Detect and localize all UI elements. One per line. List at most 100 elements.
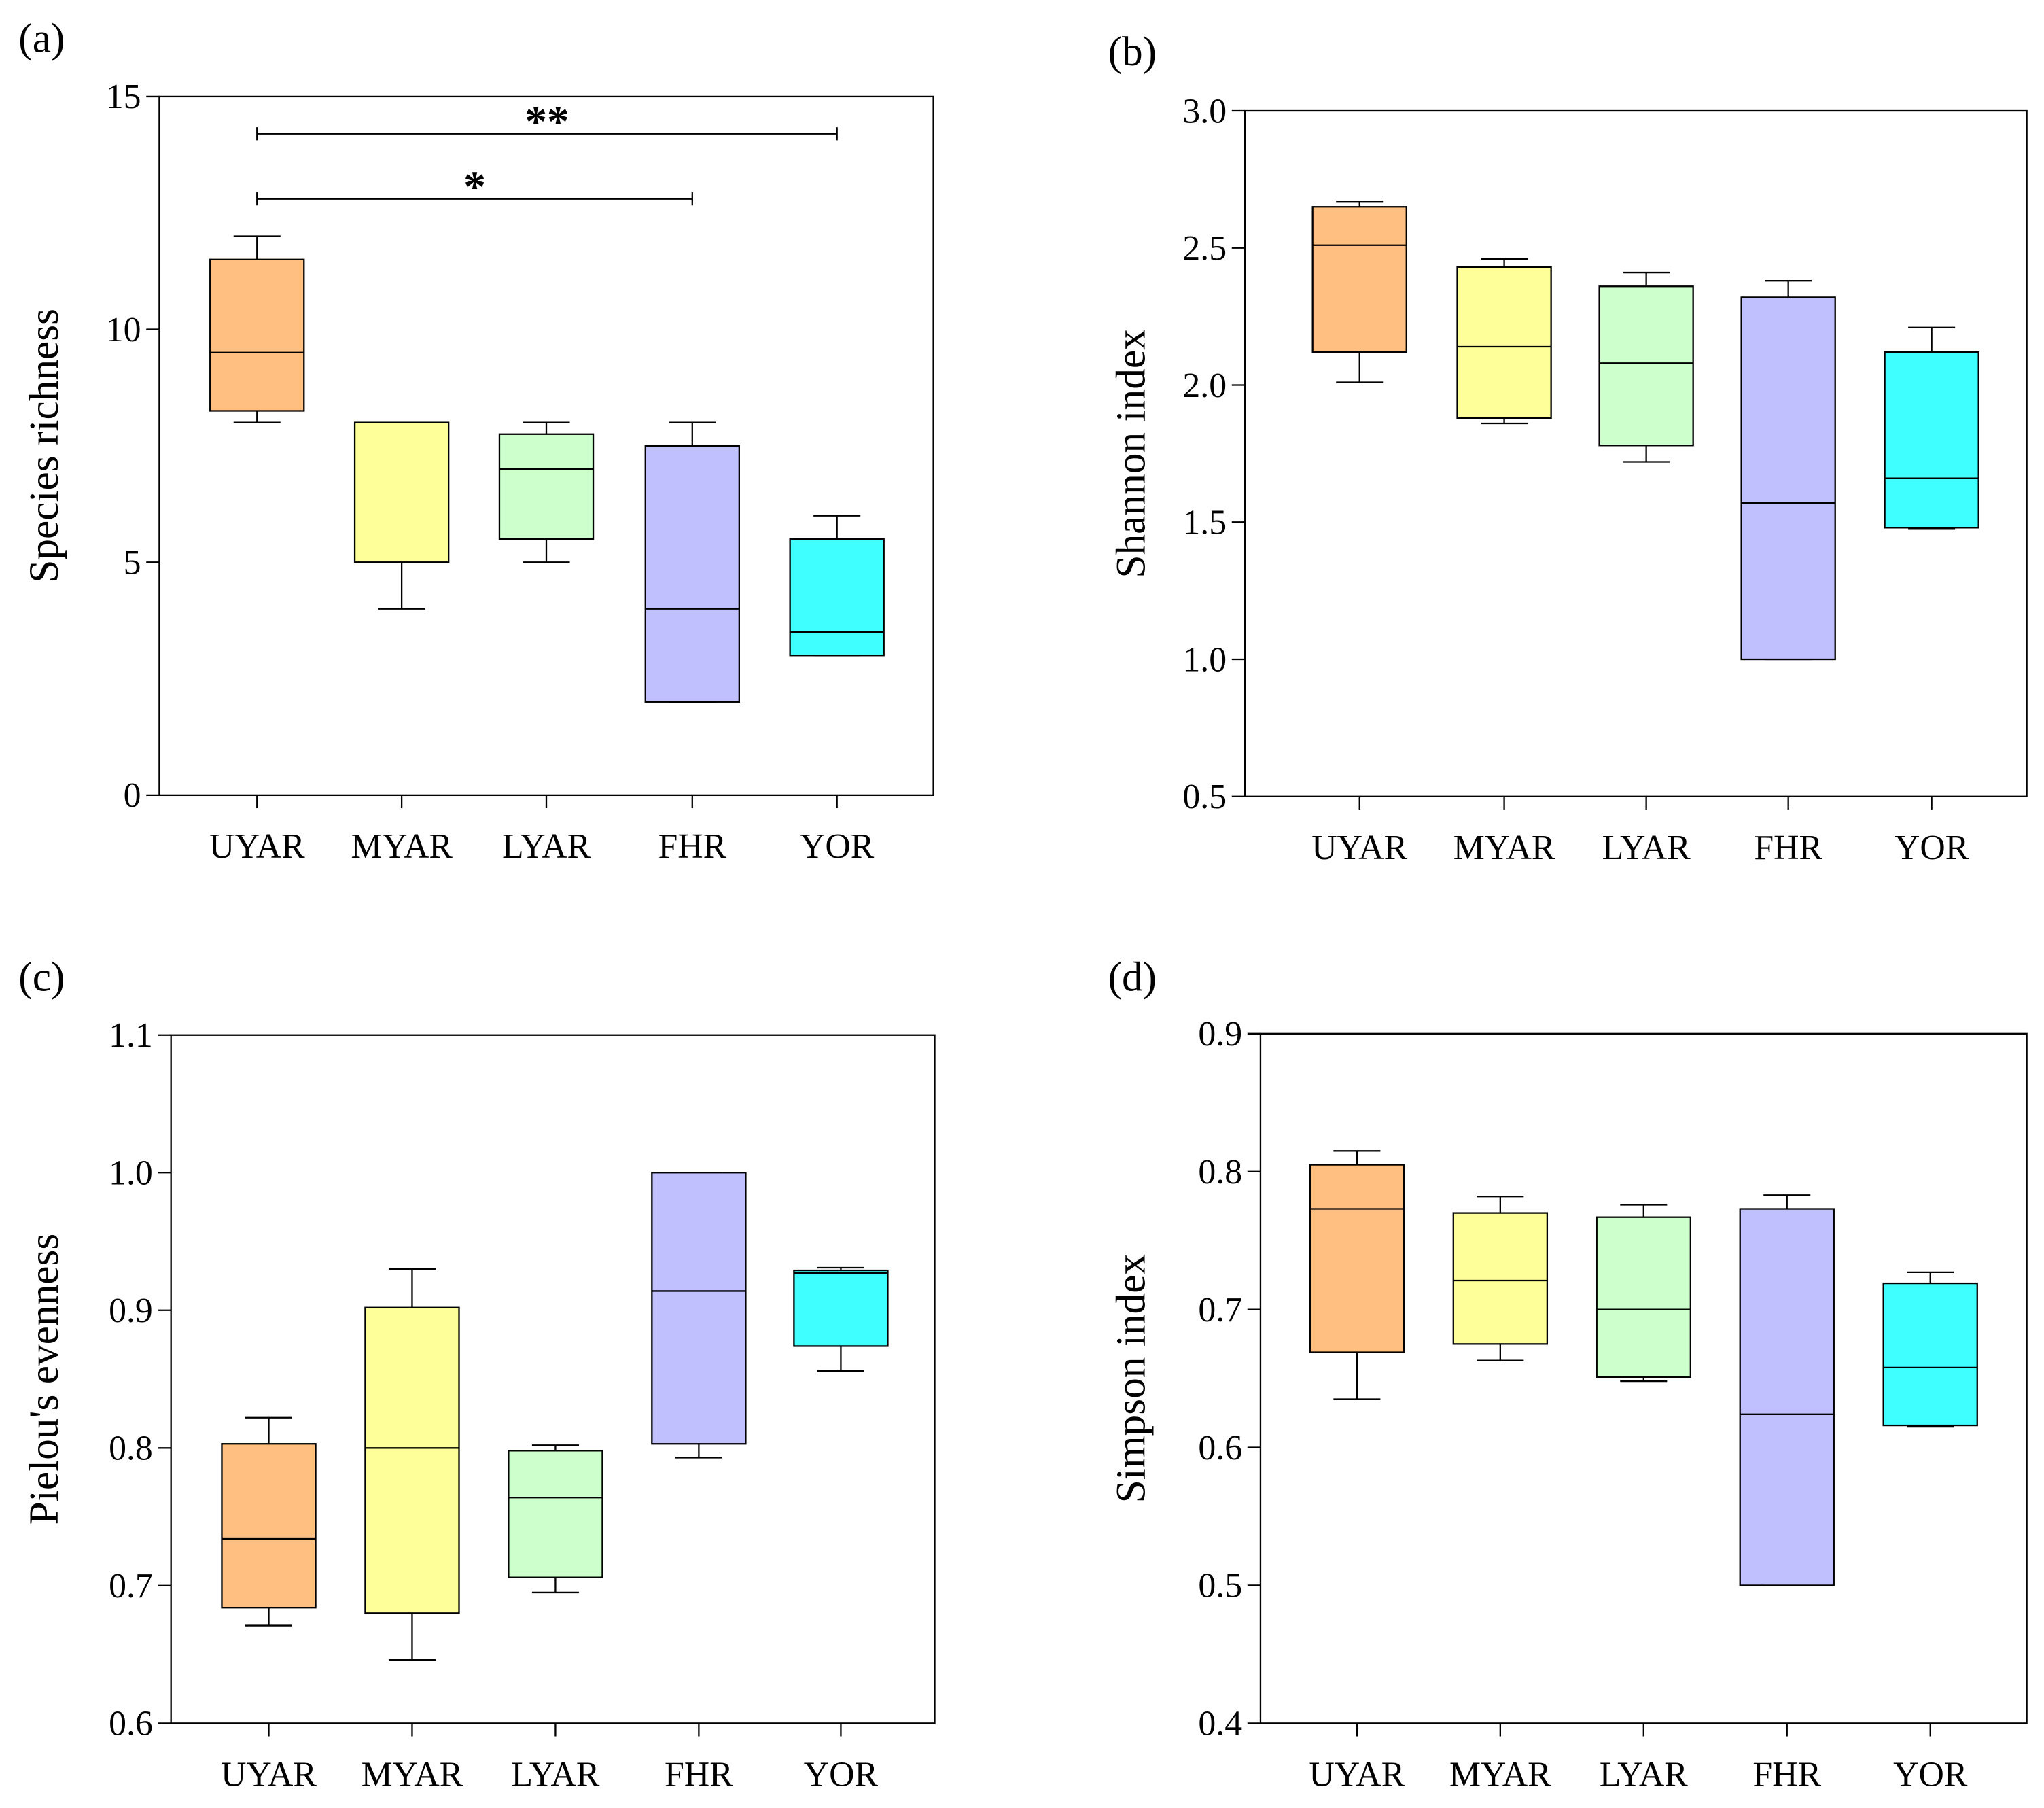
x-tick-label: UYAR — [209, 827, 305, 866]
iqr-box — [353, 421, 450, 563]
plot-frame — [1244, 109, 2028, 797]
box-uyar — [1309, 1150, 1405, 1400]
x-tick-label: UYAR — [1309, 1755, 1405, 1794]
y-tick-label: 2.5 — [1182, 229, 1227, 268]
x-tick-label: UYAR — [1311, 829, 1407, 867]
panel-b: (b) Shannon index 0.5 1.0 1.5 2.0 2.5 3.0 UYAR MY… — [1108, 29, 2028, 867]
iqr-box — [221, 1443, 317, 1609]
y-tick-label: 0 — [124, 776, 141, 815]
x-tick-label: MYAR — [1449, 1755, 1551, 1794]
box-fhr — [1739, 1194, 1835, 1586]
x-tick-label: YOR — [800, 827, 875, 866]
box-fhr — [651, 1172, 747, 1459]
x-tick-label: FHR — [1752, 1755, 1821, 1794]
panel-d: (d) Simpson index 0.4 0.5 0.6 0.7 0.8 0.9 UYAR MY… — [1108, 954, 2028, 1794]
y-axis-label: Pielou's evenness — [21, 1234, 67, 1525]
x-tick-label: YOR — [1893, 1755, 1968, 1794]
iqr-box — [644, 445, 740, 703]
box-yor — [793, 1266, 889, 1372]
iqr-box — [793, 1269, 889, 1347]
panel-label: (a) — [18, 16, 65, 62]
box-uyar — [1311, 201, 1407, 383]
x-tick-label: UYAR — [221, 1755, 317, 1794]
y-tick-label: 0.8 — [1198, 1153, 1242, 1192]
box-myar — [1456, 258, 1552, 425]
y-tick-label: 5 — [124, 543, 141, 582]
x-tick-label: LYAR — [1602, 829, 1691, 867]
significance-bracket: ** — [256, 98, 838, 147]
y-tick-label: 0.7 — [109, 1567, 153, 1605]
box-fhr — [644, 421, 740, 703]
iqr-box — [1309, 1164, 1405, 1353]
y-tick-label: 0.8 — [109, 1429, 153, 1468]
y-tick-label: 3.0 — [1182, 92, 1227, 131]
iqr-box — [1598, 285, 1694, 447]
x-tick-label: LYAR — [502, 827, 591, 866]
panel-label: (c) — [18, 954, 65, 1001]
y-tick-label: 15 — [106, 77, 141, 116]
y-tick-label: 1.0 — [1182, 640, 1227, 679]
x-tick-label: LYAR — [511, 1755, 599, 1794]
box-yor — [1882, 1271, 1978, 1428]
x-tick-label: MYAR — [1453, 829, 1555, 867]
box-uyar — [209, 235, 305, 423]
box-lyar — [1598, 271, 1694, 463]
iqr-box — [1740, 296, 1836, 661]
y-tick-label: 10 — [106, 311, 141, 349]
iqr-box — [364, 1306, 460, 1614]
iqr-box — [1456, 266, 1552, 419]
box-fhr — [1740, 280, 1836, 661]
iqr-box — [1739, 1208, 1835, 1586]
iqr-box — [651, 1172, 747, 1445]
y-tick-label: 0.6 — [109, 1705, 153, 1743]
y-axis-label: Simpson index — [1108, 1254, 1154, 1503]
y-tick-label: 1.5 — [1182, 504, 1227, 542]
iqr-box — [789, 538, 885, 657]
panel-label: (b) — [1108, 29, 1157, 75]
x-tick-label: YOR — [804, 1755, 879, 1794]
y-tick-label: 2.0 — [1182, 366, 1227, 405]
iqr-box — [1884, 351, 1979, 529]
x-tick-label: FHR — [658, 827, 726, 866]
significance-bracket: * — [256, 163, 693, 212]
box-lyar — [498, 421, 595, 563]
y-tick-label: 0.5 — [1198, 1567, 1242, 1605]
iqr-box — [508, 1450, 603, 1578]
iqr-box — [209, 258, 305, 412]
box-lyar — [1596, 1204, 1691, 1383]
y-axis-label: Species richness — [21, 309, 67, 583]
significance-label: * — [463, 163, 486, 212]
x-tick-label: LYAR — [1600, 1755, 1688, 1794]
iqr-box — [498, 433, 595, 540]
y-tick-label: 0.6 — [1198, 1429, 1242, 1467]
iqr-box — [1311, 206, 1407, 353]
box-yor — [1884, 326, 1979, 530]
iqr-box — [1882, 1282, 1978, 1427]
panel-a: (a) Species richness 0 5 10 15 UYAR MYAR LYAR FHR… — [18, 16, 934, 866]
box-yor — [789, 515, 885, 657]
box-uyar — [221, 1416, 317, 1627]
box-myar — [364, 1268, 460, 1661]
panel-label: (d) — [1108, 954, 1157, 1001]
y-tick-label: 0.4 — [1198, 1705, 1242, 1743]
box-myar — [353, 421, 450, 610]
y-axis-label: Shannon index — [1108, 329, 1154, 578]
y-tick-label: 1.0 — [109, 1154, 153, 1193]
box-myar — [1452, 1196, 1549, 1361]
y-tick-label: 0.9 — [1198, 1015, 1242, 1054]
x-tick-label: FHR — [1754, 829, 1822, 867]
iqr-box — [1596, 1216, 1691, 1378]
y-tick-label: 0.5 — [1182, 778, 1227, 816]
significance-label: ** — [525, 98, 569, 147]
iqr-box — [1452, 1212, 1549, 1345]
x-tick-label: MYAR — [362, 1755, 463, 1794]
x-tick-label: YOR — [1895, 829, 1969, 867]
plot-frame — [170, 1034, 936, 1724]
panel-c: (c) Pielou's evenness 0.6 0.7 0.8 0.9 1.0 1.1 UY… — [18, 954, 936, 1794]
box-lyar — [508, 1444, 603, 1594]
x-tick-label: FHR — [665, 1755, 733, 1794]
y-tick-label: 0.7 — [1198, 1291, 1242, 1329]
x-tick-label: MYAR — [351, 827, 453, 866]
y-tick-label: 0.9 — [109, 1291, 153, 1330]
